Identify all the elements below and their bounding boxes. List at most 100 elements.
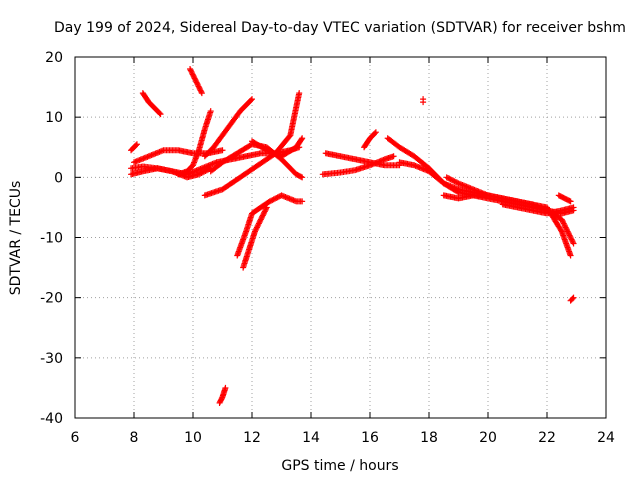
y-axis-label: SDTVAR / TECUs — [8, 181, 24, 296]
data-point — [567, 252, 574, 259]
data-point — [569, 239, 576, 246]
data-point — [263, 205, 270, 212]
x-tick-label: 12 — [243, 430, 261, 446]
data-point — [190, 74, 197, 81]
data-point — [261, 209, 268, 216]
data-point — [296, 90, 303, 97]
data-point — [299, 174, 306, 181]
data-point — [562, 223, 569, 230]
data-point — [568, 236, 575, 243]
data-point — [188, 68, 195, 75]
data-point — [191, 75, 198, 82]
data-point — [198, 88, 205, 95]
data-point — [253, 224, 260, 231]
data-point — [557, 227, 564, 234]
data-point — [197, 87, 204, 94]
data-point — [447, 176, 454, 183]
data-point — [193, 79, 200, 86]
data-point — [563, 225, 570, 232]
data-point — [454, 179, 461, 186]
series-arc-7 — [187, 66, 205, 97]
data-point — [263, 204, 270, 211]
data-point — [271, 195, 278, 202]
data-points — [128, 66, 577, 406]
series-arc-24 — [499, 201, 577, 217]
data-point — [257, 216, 264, 223]
y-tick-label: 0 — [54, 170, 63, 186]
series-arc-16 — [322, 150, 403, 169]
data-point — [299, 198, 306, 205]
data-point — [207, 108, 214, 115]
data-point — [203, 167, 210, 174]
x-tick-label: 6 — [71, 430, 80, 446]
data-point — [187, 67, 194, 74]
data-point — [189, 71, 196, 78]
data-point — [262, 207, 269, 214]
data-point — [189, 70, 196, 77]
series-arc-23 — [455, 189, 574, 259]
data-point — [133, 141, 140, 148]
data-point — [567, 198, 574, 205]
data-point — [253, 225, 260, 232]
series-arc-17 — [361, 129, 379, 151]
data-point — [266, 198, 273, 205]
y-tick-label: -10 — [40, 231, 63, 247]
data-point — [451, 178, 458, 185]
data-point — [559, 217, 566, 224]
x-tick-label: 14 — [302, 430, 320, 446]
data-point — [249, 96, 255, 103]
data-point — [443, 174, 450, 181]
data-point — [196, 86, 203, 93]
data-point — [197, 170, 204, 177]
data-point — [192, 76, 199, 83]
data-point — [560, 219, 567, 226]
data-point — [256, 219, 263, 226]
data-point — [297, 173, 304, 180]
data-point — [222, 384, 229, 391]
x-tick-label: 10 — [184, 430, 202, 446]
data-point — [273, 195, 280, 202]
data-point — [569, 237, 576, 244]
y-tick-label: -20 — [40, 291, 63, 307]
x-tick-label: 20 — [479, 430, 497, 446]
data-point — [257, 217, 264, 224]
series-arc-8 — [201, 96, 255, 160]
data-point — [195, 83, 202, 90]
axis-ticks: 6 8 10 12 14 16 18 20 22 24 20 10 0 -10 -20 -30 -40 — [40, 50, 615, 446]
data-point — [560, 220, 567, 227]
series-arc-20 — [420, 96, 427, 106]
y-tick-label: 10 — [45, 110, 63, 126]
series-arc-13 — [240, 204, 270, 271]
data-point — [274, 194, 281, 201]
x-tick-label: 22 — [538, 430, 556, 446]
data-point — [564, 228, 571, 235]
series-arc-5 — [139, 90, 164, 118]
series-arc-2 — [128, 165, 214, 181]
data-point — [275, 193, 282, 200]
data-point — [260, 211, 267, 218]
data-point — [269, 197, 276, 204]
data-point — [190, 72, 197, 79]
data-point — [558, 216, 565, 223]
data-point — [202, 167, 209, 174]
data-point — [199, 169, 206, 176]
data-point — [157, 111, 164, 118]
data-point — [270, 196, 277, 203]
data-point — [198, 90, 205, 97]
data-point — [201, 168, 208, 175]
data-point — [565, 229, 572, 236]
data-point — [566, 197, 573, 204]
data-point — [194, 80, 201, 87]
data-point — [192, 78, 199, 85]
data-point — [255, 220, 262, 227]
data-point — [562, 224, 569, 231]
data-point — [565, 231, 572, 238]
data-point — [567, 233, 574, 240]
data-point — [261, 208, 268, 215]
y-tick-label: -30 — [40, 351, 63, 367]
data-point — [198, 169, 205, 176]
data-point — [132, 142, 139, 149]
data-point — [450, 177, 457, 184]
data-point — [567, 235, 574, 242]
x-tick-label: 24 — [597, 430, 615, 446]
